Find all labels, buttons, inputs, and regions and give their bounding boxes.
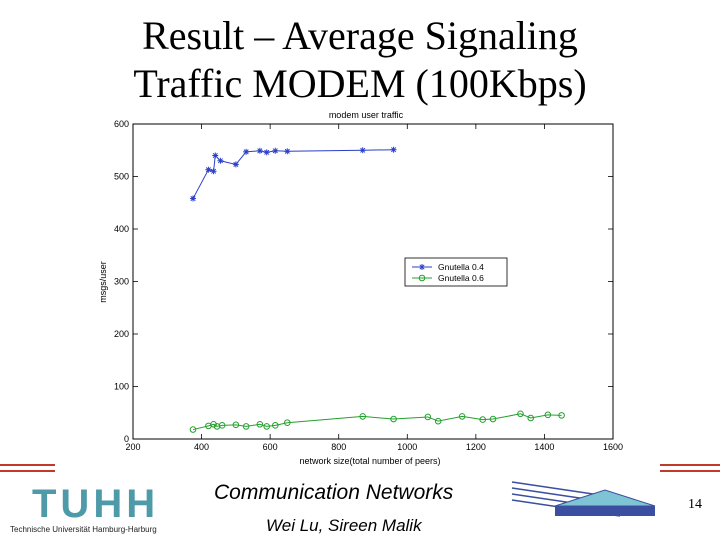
data-point-star: [212, 152, 219, 159]
logo-subtitle: Technische Universität Hamburg-Harburg: [10, 525, 157, 534]
y-axis-label: msgs/user: [98, 261, 108, 303]
data-point-star: [263, 149, 270, 156]
data-point-circle: [218, 422, 226, 429]
x-tick-label: 1400: [534, 442, 554, 452]
data-point-circle: [418, 274, 426, 282]
data-point-circle: [489, 415, 497, 423]
x-tick-label: 1600: [603, 442, 623, 452]
legend-entry: Gnutella 0.6: [412, 273, 484, 283]
legend-label: Gnutella 0.6: [438, 273, 484, 283]
y-tick-label: 300: [114, 277, 129, 287]
data-point-star: [190, 195, 196, 202]
series-line: [192, 413, 562, 431]
data-point-circle: [359, 413, 367, 420]
x-tick-label: 400: [194, 442, 209, 452]
data-point-circle: [434, 417, 442, 425]
y-tick-label: 100: [114, 382, 129, 392]
legend-label: Gnutella 0.4: [438, 262, 484, 272]
legend-entry: Gnutella 0.4: [412, 262, 484, 272]
y-tick-label: 500: [114, 172, 129, 182]
page-number: 14: [688, 497, 702, 512]
y-axis-ticks: 0 100 200 300 400 500 600: [114, 119, 613, 444]
legend-box: [404, 257, 508, 287]
x-tick-label: 800: [331, 442, 346, 452]
data-point-circle: [424, 413, 432, 421]
data-point-circle: [527, 414, 535, 422]
x-tick-label: 600: [263, 442, 278, 452]
y-tick-label: 400: [114, 224, 129, 234]
data-point-circle: [242, 423, 250, 430]
footer-authors: Wei Lu, Sireen Malik: [266, 516, 422, 535]
footer-course-name: Communication Networks: [214, 481, 454, 504]
network-decoration-graphic: [511, 481, 656, 517]
data-point-star: [217, 157, 224, 164]
x-tick-label: 200: [125, 442, 140, 452]
data-point-star: [272, 147, 279, 154]
x-tick-label: 1200: [466, 442, 486, 452]
footer-rule-left: [0, 464, 55, 474]
data-point-star: [210, 168, 217, 175]
data-point-circle: [271, 422, 279, 429]
series-layer: [189, 146, 565, 433]
data-point-circle: [210, 421, 217, 428]
x-tick-label: 1000: [397, 442, 417, 452]
data-point-circle: [189, 426, 197, 433]
logo-wordmark: TUHH: [32, 482, 160, 526]
y-tick-label: 200: [114, 329, 129, 339]
slide-title: Result – Average Signaling Traffic MODEM…: [0, 12, 720, 108]
data-point-circle: [458, 413, 466, 420]
plot-frame: [132, 123, 614, 440]
chart-title: modem user traffic: [329, 110, 404, 120]
tuhh-logo: TUHH Technische Universität Hamburg-Harb…: [10, 482, 215, 534]
slide-title-line-1: Result – Average Signaling: [142, 13, 578, 58]
series-gnutella-0-4: [190, 146, 397, 202]
data-point-circle: [256, 421, 264, 428]
y-tick-label: 600: [114, 119, 129, 129]
data-point-circle: [479, 416, 487, 423]
data-point-star: [284, 148, 291, 155]
signaling-traffic-chart: modem user traffic 0 100 200 300 400 500 600 2…: [98, 110, 623, 466]
y-tick-label: 0: [124, 434, 129, 444]
data-point-star: [390, 146, 397, 153]
data-point-circle: [263, 423, 271, 430]
data-point-circle: [558, 412, 565, 419]
data-point-star: [256, 147, 263, 154]
data-point-star: [232, 161, 239, 168]
x-axis-ticks: 200 400 600 800 1000 1200 1400 1600: [125, 124, 623, 452]
slide-title-line-2: Traffic MODEM (100Kbps): [133, 61, 587, 106]
x-axis-label: network size(total number of peers): [299, 456, 440, 466]
data-point-star: [205, 166, 212, 173]
data-point-circle: [544, 411, 552, 419]
footer-rule-right: [660, 464, 720, 474]
data-point-circle: [390, 415, 397, 423]
data-point-circle: [232, 421, 240, 429]
data-point-circle: [283, 419, 291, 427]
data-point-star: [243, 148, 250, 155]
series-gnutella-0-6: [189, 410, 565, 433]
data-point-star: [359, 147, 366, 154]
series-line: [192, 149, 394, 199]
data-point-circle: [517, 410, 524, 418]
data-point-star: [419, 264, 425, 270]
